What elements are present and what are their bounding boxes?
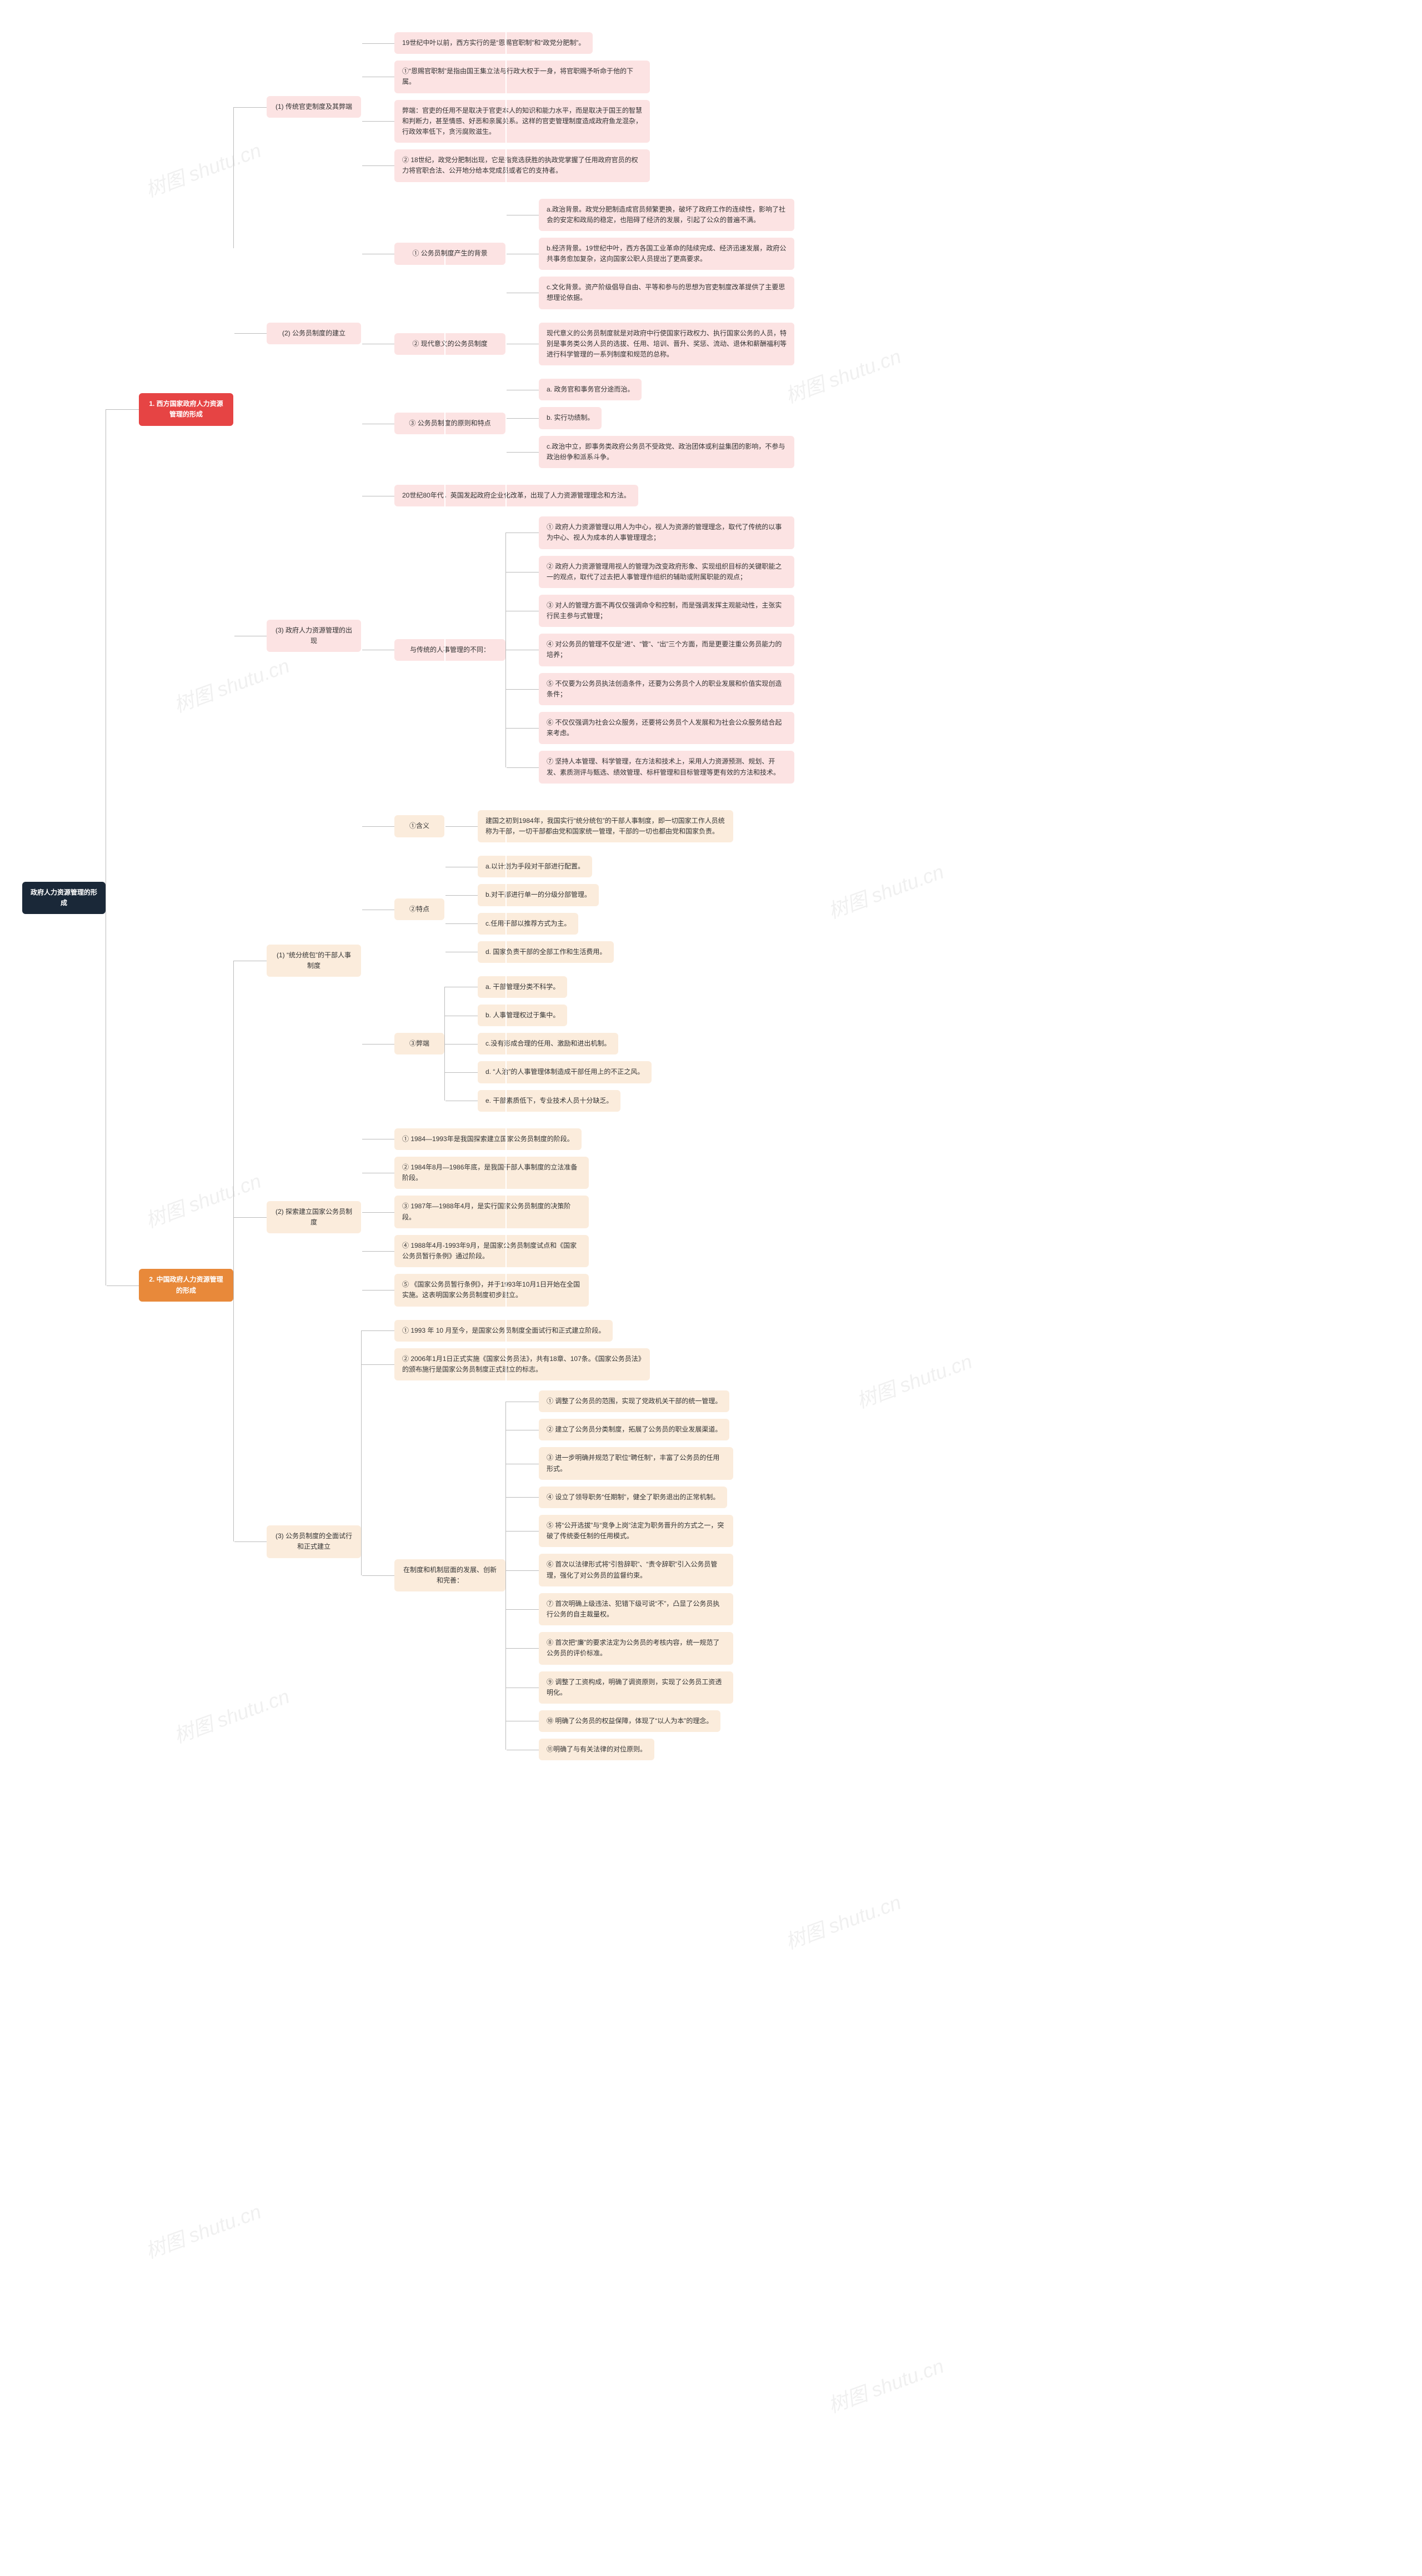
leaf: b. 实行功绩制。 <box>539 407 602 429</box>
leaf: 弊端：官吏的任用不是取决于官吏本人的知识和能力水平，而是取决于国王的智慧和判断力… <box>394 100 650 143</box>
leaf: b. 人事管理权过于集中。 <box>478 1005 567 1026</box>
b2-s1-g3-title: ③弊端 <box>394 1033 444 1054</box>
leaf: ⑩ 明确了公务员的权益保障，体现了“以人为本”的理念。 <box>539 1710 720 1732</box>
leaf: ⑪明确了与有关法律的对位原则。 <box>539 1739 654 1760</box>
leaf: 20世纪80年代，英国发起政府企业化改革，出现了人力资源管理理念和方法。 <box>394 485 638 506</box>
root-label: 政府人力资源管理的形成 <box>22 882 106 914</box>
b1-s2-g1-title: ① 公务员制度产生的背景 <box>394 243 505 264</box>
leaf: c.任用干部以推荐方式为主。 <box>478 913 578 935</box>
leaf: b.经济背景。19世纪中叶，西方各国工业革命的陆续完成、经济迅速发展，政府公共事… <box>539 238 794 270</box>
b1-s2-g2-title: ② 现代意义的公务员制度 <box>394 333 505 355</box>
b1-s1-title: (1) 传统官吏制度及其弊端 <box>267 96 361 118</box>
leaf: ① 调整了公务员的范围，实现了党政机关干部的统一管理。 <box>539 1390 729 1412</box>
leaf: a. 干部管理分类不科学。 <box>478 976 567 998</box>
leaf: ③ 1987年—1988年4月，是实行国家公务员制度的决策阶段。 <box>394 1196 589 1228</box>
leaf: c.没有形成合理的任用、激励和进出机制。 <box>478 1033 618 1054</box>
b1-s3-diff-title: 与传统的人事管理的不同： <box>394 639 505 661</box>
leaf: ③ 对人的管理方面不再仅仅强调命令和控制，而是强调发挥主观能动性，主张实行民主参… <box>539 595 794 627</box>
leaf: ④ 对公务员的管理不仅是“进”、“管”、“出”三个方面，而是更要注重公务员能力的… <box>539 634 794 666</box>
branch-1: 1. 西方国家政府人力资源管理的形成 (1) 传统官吏制度及其弊端 19世纪中叶… <box>139 26 794 794</box>
leaf: ④ 设立了领导职务“任期制”，健全了职务退出的正常机制。 <box>539 1487 727 1508</box>
b2-s1-title: (1) “统分统包”的干部人事制度 <box>267 945 361 977</box>
leaf: c.政治中立，即事务类政府公务员不受政党、政治团体或利益集团的影响，不参与政治纷… <box>539 436 794 468</box>
leaf: ② 18世纪，政党分肥制出现，它是指竞选获胜的执政党掌握了任用政府官员的权力将官… <box>394 149 650 182</box>
root-node: 政府人力资源管理的形成 1. 西方国家政府人力资源管理的形成 (1) 传统官吏制… <box>22 22 794 1774</box>
leaf: ② 政府人力资源管理用视人的管理为改变政府形象、实现组织目标的关键职能之一的观点… <box>539 556 794 588</box>
b1-s3-title: (3) 政府人力资源管理的出现 <box>267 620 361 652</box>
watermark: 树图 shutu.cn <box>823 2350 947 2418</box>
leaf: ⑨ 调整了工资构成，明确了调资原则，实现了公务员工资透明化。 <box>539 1671 733 1704</box>
leaf: c.文化背景。资产阶级倡导自由、平等和参与的思想为官吏制度改革提供了主要思想理论… <box>539 277 794 309</box>
leaf: ①“恩赐官职制”是指由国王集立法与行政大权于一身，将官职赐予听命于他的下属。 <box>394 61 650 93</box>
leaf: a.以计划为手段对干部进行配置。 <box>478 856 592 877</box>
b2-s2-title: (2) 探索建立国家公务员制度 <box>267 1201 361 1233</box>
leaf: e. 干部素质低下，专业技术人员十分缺乏。 <box>478 1090 620 1112</box>
leaf: 建国之初到1984年，我国实行“统分统包”的干部人事制度，即一切国家工作人员统称… <box>478 810 733 842</box>
leaf: ⑦ 首次明确上级违法、犯错下级可说“不”，凸显了公务员执行公务的自主裁量权。 <box>539 1593 733 1625</box>
leaf: ① 政府人力资源管理以用人为中心，视人为资源的管理理念，取代了传统的以事为中心、… <box>539 516 794 549</box>
branch-2-title: 2. 中国政府人力资源管理的形成 <box>139 1269 233 1301</box>
b1-s2-title: (2) 公务员制度的建立 <box>267 323 361 344</box>
branch-1-title: 1. 西方国家政府人力资源管理的形成 <box>139 393 233 425</box>
leaf: ⑥ 不仅仅强调为社会公众服务，还要将公务员个人发展和为社会公众服务结合起来考虑。 <box>539 712 794 744</box>
leaf: ① 1984—1993年是我国探索建立国家公务员制度的阶段。 <box>394 1128 582 1150</box>
leaf: 19世纪中叶以前，西方实行的是“恩赐官职制”和“政党分肥制”。 <box>394 32 593 54</box>
b2-s1-g2-title: ②特点 <box>394 898 444 920</box>
leaf: ⑥ 首次以法律形式将“引咎辞职”、“责令辞职”引入公务员管理，强化了对公务员的监… <box>539 1554 733 1586</box>
leaf: ④ 1988年4月-1993年9月，是国家公务员制度试点和《国家公务员暂行条例》… <box>394 1235 589 1267</box>
b1-s2-g3-title: ③ 公务员制度的原则和特点 <box>394 413 505 434</box>
leaf: ⑤ 将“公开选拔”与“竞争上岗”法定为职务晋升的方式之一，突破了传统委任制的任用… <box>539 1515 733 1547</box>
leaf: ⑤ 《国家公务员暂行条例》，并于1993年10月1日开始在全国实施。这表明国家公… <box>394 1274 589 1306</box>
b2-s3-title: (3) 公务员制度的全面试行和正式建立 <box>267 1525 361 1558</box>
leaf: ① 1993 年 10 月至今，是国家公务员制度全面试行和正式建立阶段。 <box>394 1320 613 1342</box>
leaf: ⑤ 不仅要为公务员执法创造条件，还要为公务员个人的职业发展和价值实现创造条件； <box>539 673 794 705</box>
leaf: ② 1984年8月—1986年底，是我国干部人事制度的立法准备阶段。 <box>394 1157 589 1189</box>
branch-2: 2. 中国政府人力资源管理的形成 (1) “统分统包”的干部人事制度 ①含义 <box>139 800 733 1771</box>
leaf: a. 政务官和事务官分途而治。 <box>539 379 642 400</box>
leaf: ② 2006年1月1日正式实施《国家公务员法》，共有18章、107条。《国家公务… <box>394 1348 650 1380</box>
leaf: 现代意义的公务员制度就是对政府中行使国家行政权力、执行国家公务的人员，特别是事务… <box>539 323 794 366</box>
leaf: d. “人治”的人事管理体制造成干部任用上的不正之风。 <box>478 1061 652 1083</box>
watermark: 树图 shutu.cn <box>781 1886 905 1955</box>
b2-s1-g1-title: ①含义 <box>394 815 444 837</box>
mindmap-root-container: 政府人力资源管理的形成 1. 西方国家政府人力资源管理的形成 (1) 传统官吏制… <box>22 22 1400 1774</box>
leaf: b.对干部进行单一的分级分部管理。 <box>478 884 599 906</box>
leaf: ⑦ 坚持人本管理、科学管理，在方法和技术上，采用人力资源预测、规划、开发、素质测… <box>539 751 794 783</box>
leaf: ③ 进一步明确并规范了职位“聘任制”，丰富了公务员的任用形式。 <box>539 1447 733 1479</box>
b2-s3-dev-title: 在制度和机制层面的发展、创新和完善： <box>394 1559 505 1591</box>
leaf: d. 国家负责干部的全部工作和生活费用。 <box>478 941 614 963</box>
leaf: ⑧ 首次把“廉”的要求法定为公务员的考核内容，统一规范了公务员的评价标准。 <box>539 1632 733 1664</box>
leaf: a.政治背景。政党分肥制造成官员频繁更换，破坏了政府工作的连续性，影响了社会的安… <box>539 199 794 231</box>
leaf: ② 建立了公务员分类制度，拓展了公务员的职业发展渠道。 <box>539 1419 729 1440</box>
watermark: 树图 shutu.cn <box>141 2196 265 2264</box>
